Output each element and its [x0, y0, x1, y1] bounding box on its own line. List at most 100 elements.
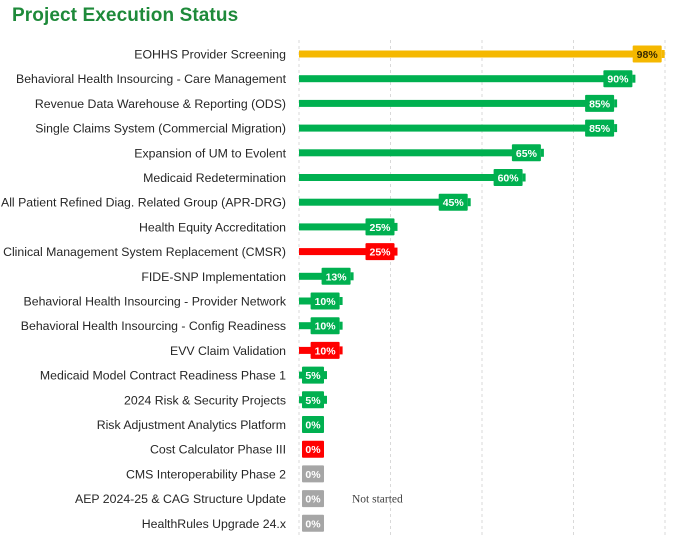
bar-row: AEP 2024-25 & CAG Structure Update 0%	[75, 490, 324, 508]
value-badge	[365, 218, 395, 236]
category-label: AEP 2024-25 & CAG Structure Update	[75, 492, 286, 506]
category-label: CMS Interoperability Phase 2	[126, 467, 286, 481]
bar-row: Cost Calculator Phase III 0%	[150, 440, 324, 458]
data-label: 10%	[315, 321, 337, 333]
category-label: Health Equity Accreditation	[139, 220, 286, 234]
bar-row: Risk Adjustment Analytics Platform 0%	[97, 416, 324, 433]
bar-end-marker	[339, 321, 343, 330]
bar-row: Expansion of UM to Evolent 65%	[134, 144, 544, 162]
data-label: 25%	[369, 222, 391, 234]
bar-row: Behavioral Health Insourcing - Config Re…	[21, 317, 343, 335]
category-label: Single Claims System (Commercial Migrati…	[35, 122, 286, 136]
bar-end-marker	[394, 247, 398, 256]
bar-row: Behavioral Health Insourcing - Care Mana…	[16, 70, 636, 88]
data-label: 90%	[607, 74, 629, 86]
bar	[299, 248, 391, 256]
bar-end-marker	[324, 395, 327, 404]
data-label: 5%	[305, 370, 321, 382]
category-label: FIDE-SNP Implementation	[141, 270, 286, 284]
bar-end-marker	[661, 50, 665, 58]
value-badge	[302, 366, 324, 384]
bar	[299, 198, 464, 206]
value-badge	[310, 292, 340, 310]
data-label: 10%	[315, 345, 337, 357]
bar-row: Clinical Management System Replacement (…	[3, 243, 398, 261]
category-label: Clinical Management System Replacement (…	[3, 245, 286, 259]
value-badge	[438, 193, 468, 211]
bar	[299, 75, 629, 83]
bar-end-marker	[339, 297, 343, 305]
value-badge	[302, 391, 324, 409]
bar	[299, 99, 611, 107]
value-badge	[365, 243, 395, 261]
value-badge	[302, 514, 324, 532]
bar-end-marker	[339, 346, 343, 355]
category-label: Medicaid Redetermination	[143, 171, 286, 185]
category-label: Expansion of UM to Evolent	[134, 146, 286, 160]
value-badge	[302, 416, 324, 433]
bar-row: FIDE-SNP Implementation 13%	[141, 267, 354, 285]
value-badge	[493, 169, 523, 186]
bar-end-marker	[467, 198, 471, 207]
value-badge	[632, 45, 662, 63]
data-label: 13%	[326, 271, 348, 283]
bar-row: CMS Interoperability Phase 2 0%	[126, 465, 324, 483]
value-badge	[321, 267, 351, 285]
bar-row: EVV Claim Validation 10%	[170, 341, 343, 359]
category-label: Medicaid Model Contract Readiness Phase …	[40, 369, 286, 383]
category-label: 2024 Risk & Security Projects	[124, 393, 286, 407]
category-label: EVV Claim Validation	[170, 344, 286, 358]
value-badge	[302, 440, 324, 458]
data-label: 10%	[315, 296, 337, 308]
bar-row: Health Equity Accreditation 25%	[139, 218, 398, 236]
bar-row: Behavioral Health Insourcing - Provider …	[24, 292, 343, 310]
bar-row: Single Claims System (Commercial Migrati…	[35, 119, 618, 137]
value-badge	[511, 144, 541, 162]
bar-end-marker	[350, 272, 354, 281]
bar	[299, 124, 611, 132]
value-badge	[310, 317, 340, 335]
category-label: Behavioral Health Insourcing - Provider …	[24, 295, 287, 309]
value-badge	[585, 119, 615, 137]
bar-row: Revenue Data Warehouse & Reporting (ODS)…	[35, 94, 618, 112]
bar-end-marker	[540, 148, 544, 157]
bar-end-marker	[614, 99, 618, 108]
bar-row: EOHHS Provider Screening 98%	[134, 45, 665, 63]
bar-end-marker	[522, 173, 526, 182]
category-label: Cost Calculator Phase III	[150, 443, 286, 457]
category-label: Revenue Data Warehouse & Reporting (ODS)	[35, 97, 286, 111]
annotation: Not started	[352, 494, 403, 506]
page-title: Project Execution Status	[12, 5, 239, 26]
bar-row: 2024 Risk & Security Projects 5%	[124, 391, 327, 409]
data-label: 85%	[589, 123, 611, 135]
data-label: 0%	[305, 518, 321, 530]
data-label: 0%	[305, 444, 321, 456]
data-label: 65%	[516, 148, 538, 160]
bar-end-marker	[324, 371, 327, 380]
data-label: 60%	[498, 173, 520, 185]
data-label: 85%	[589, 98, 611, 110]
category-label: Risk Adjustment Analytics Platform	[97, 418, 286, 432]
data-label: 98%	[637, 49, 659, 61]
bar-end-marker	[614, 124, 618, 133]
bar	[299, 223, 391, 231]
data-label: 0%	[305, 494, 321, 506]
category-label: Behavioral Health Insourcing - Config Re…	[21, 319, 286, 333]
gridlines	[298, 40, 666, 535]
bar-row: All Patient Refined Diag. Related Group …	[1, 193, 471, 211]
bar-row: Medicaid Redetermination 60%	[143, 169, 526, 186]
bar-row: HealthRules Upgrade 24.x 0%	[142, 514, 324, 532]
data-label: 0%	[305, 469, 321, 481]
category-label: EOHHS Provider Screening	[134, 48, 286, 62]
bar-end-marker	[394, 222, 398, 231]
bar	[299, 149, 537, 157]
category-label: Behavioral Health Insourcing - Care Mana…	[16, 72, 287, 86]
bar	[299, 174, 519, 181]
value-badge	[310, 341, 340, 359]
value-badge	[302, 490, 324, 508]
bar	[299, 50, 658, 58]
data-label: 45%	[443, 197, 465, 209]
data-label: 25%	[369, 247, 391, 259]
